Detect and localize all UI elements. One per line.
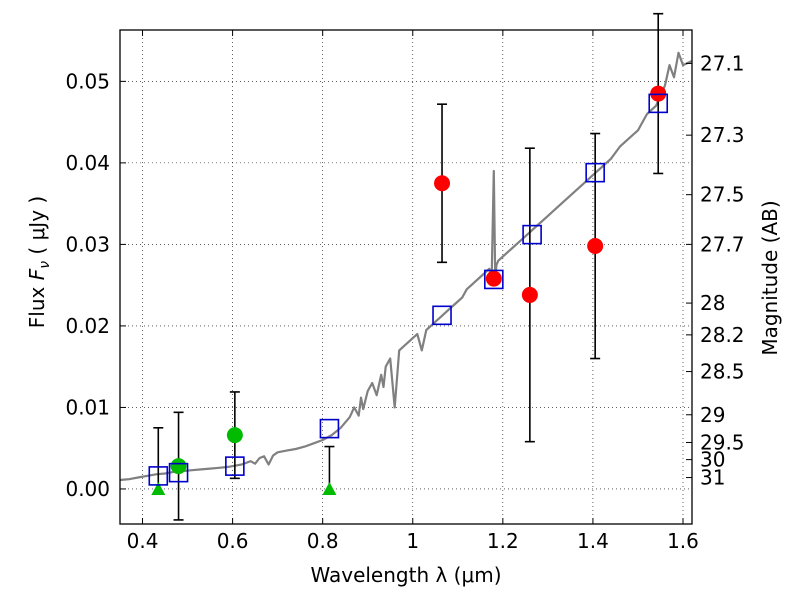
mag-tick-label: 31 [700,466,725,490]
x-tick-label: 0.8 [307,529,339,553]
y-tick-label: 0.03 [65,232,110,256]
grid [120,30,692,524]
plot-frame [119,29,693,525]
model-square-marker [148,466,169,486]
mag-tick-label: 28.2 [700,323,745,347]
data-circle-marker [521,286,538,303]
x-axis-title: Wavelength λ (μm) [310,563,501,587]
data-circle-marker [226,427,243,444]
x-tick-label: 1.4 [577,529,609,553]
x-tick-label: 1.6 [667,529,699,553]
mag-tick-label: 29 [700,403,725,427]
mag-tick-label: 27.7 [700,232,745,256]
mag-tick-label: 27.1 [700,51,745,75]
x-tick-label: 1 [406,529,419,553]
mag-tick-label: 27.5 [700,183,745,207]
plot-content [119,12,693,521]
model-square-marker [484,269,504,290]
x-tick-label: 1.2 [487,529,519,553]
mag-tick-label: 30 [700,448,725,472]
y-tick-label: 0.02 [65,314,110,338]
model-square-marker [585,162,605,183]
model-square-marker [168,462,189,483]
model-square-marker [225,456,245,476]
y2-axis-title: Magnitude (AB) [758,200,782,355]
model-square-marker [319,418,340,439]
mag-tick-label: 28 [700,291,725,315]
model-square-marker [432,305,452,326]
mag-tick-label: 28.5 [700,360,745,384]
mag-tick-label: 29.5 [700,430,745,454]
y-tick-label: 0.04 [65,151,110,175]
data-circle-marker [170,458,187,475]
y-tick-label: 0.01 [65,395,110,419]
y-tick-label: 0.05 [65,69,110,93]
mag-tick-label: 27.3 [700,123,745,147]
model-square-marker [648,93,669,114]
y-axis-title: Flux Fν ( μJy ) [25,196,53,328]
data-circle-marker [434,175,451,192]
data-circle-marker [485,270,502,287]
y-tick-label: 0.00 [65,477,110,501]
model-square-marker [522,224,542,245]
x-tick-label: 0.6 [217,529,249,553]
data-circle-marker [587,238,604,255]
x-tick-label: 0.4 [127,529,159,553]
upper-limit-triangle-marker [322,481,337,495]
spectrum-line [119,51,693,482]
upper-limit-triangle-marker [151,481,166,495]
axes: 0.4 0.6 0.8 1 1.2 1.4 1.6 0.00 0.01 0.02 0.03 0.04 0… [65,30,745,553]
